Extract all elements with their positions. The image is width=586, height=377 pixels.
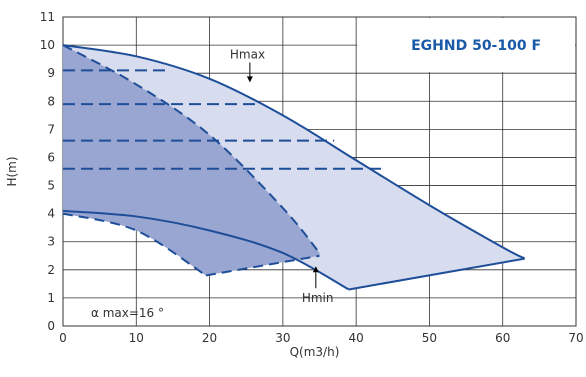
chart-title: EGHND 50-100 F [411,38,541,54]
y-tick-label: 5 [47,179,55,193]
y-tick-label: 7 [47,122,55,136]
x-tick-label: 60 [495,331,510,345]
dashed-level-lines [63,69,386,170]
annotations: Hmax Hmin α max=16 ° [91,47,333,320]
curve-outer-upper [62,44,526,260]
x-tick-label: 50 [422,331,437,345]
y-tick-label: 4 [47,207,55,221]
title-background [357,18,575,73]
axis-ticks: 0 10 20 30 40 50 60 70 0 1 2 3 4 5 6 7 8 9 10 11 [40,10,584,345]
x-tick-label: 70 [568,331,583,345]
x-tick-label: 0 [59,331,67,345]
y-axis-label: H(m) [5,156,19,186]
y-tick-label: 3 [47,235,55,249]
y-tick-label: 2 [47,263,55,277]
curve-outer-closing [348,257,525,291]
y-tick-label: 10 [40,38,55,52]
x-tick-label: 20 [202,331,217,345]
y-tick-label: 11 [40,10,55,24]
x-tick-label: 10 [129,331,144,345]
hmax-label: Hmax [230,47,265,61]
y-tick-label: 0 [47,319,55,333]
hmax-arrow-head [246,76,253,83]
chart-regions [63,45,525,290]
hmin-arrow-head [312,266,319,273]
x-tick-label: 40 [349,331,364,345]
hmin-label: Hmin [302,291,334,305]
region-inner [63,45,320,276]
alpha-max-label: α max=16 ° [91,306,164,320]
curve-outer-lower [62,209,350,291]
y-tick-label: 8 [47,94,55,108]
x-axis-label: Q(m3/h) [290,345,340,359]
curve-inner-lower [62,212,207,277]
x-tick-label: 30 [275,331,290,345]
y-tick-label: 9 [47,66,55,80]
curve-inner-closing [205,254,320,277]
y-tick-label: 6 [47,150,55,164]
region-outer [63,45,525,290]
y-tick-label: 1 [47,291,55,305]
